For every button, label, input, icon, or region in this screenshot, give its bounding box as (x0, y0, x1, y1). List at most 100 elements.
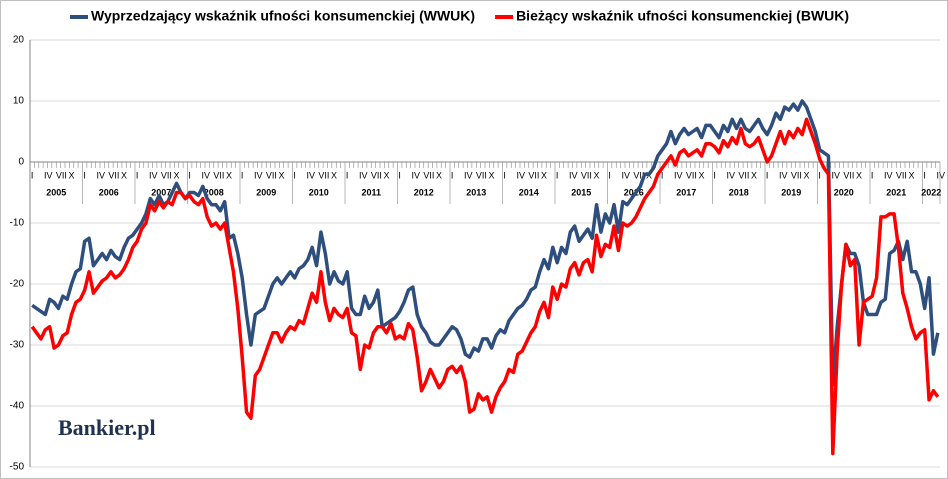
x-tick-label: X (856, 170, 862, 180)
year-label: 2005 (46, 187, 66, 197)
x-tick-label: X (121, 170, 127, 180)
x-tick-label: X (594, 170, 600, 180)
x-tick-label: VII (266, 170, 277, 180)
x-tick-label: IV (884, 170, 893, 180)
y-tick-label: -10 (10, 218, 25, 229)
x-tick-label: VII (633, 170, 644, 180)
x-tick-label: X (489, 170, 495, 180)
x-tick-label: IV (674, 170, 683, 180)
x-tick-label: IV (202, 170, 211, 180)
x-tick-label: I (608, 170, 611, 180)
x-tick-label: X (751, 170, 757, 180)
year-label: 2014 (519, 187, 539, 197)
x-tick-label: IV (44, 170, 53, 180)
year-label: 2007 (151, 187, 171, 197)
x-tick-label: I (346, 170, 349, 180)
x-tick-label: I (31, 170, 34, 180)
x-tick-label: VII (528, 170, 539, 180)
x-tick-label: VII (318, 170, 329, 180)
x-tick-label: VII (791, 170, 802, 180)
x-tick-label: I (713, 170, 716, 180)
year-label: 2009 (256, 187, 276, 197)
x-tick-label: IV (464, 170, 473, 180)
x-tick-label: I (451, 170, 454, 180)
watermark: Bankier.pl (58, 415, 156, 440)
x-tick-label: IV (149, 170, 158, 180)
x-tick-label: IV (569, 170, 578, 180)
year-label: 2018 (729, 187, 749, 197)
x-tick-label: VII (213, 170, 224, 180)
x-tick-label: VII (476, 170, 487, 180)
year-label: 2011 (361, 187, 381, 197)
year-label: 2021 (886, 187, 906, 197)
x-tick-label: X (699, 170, 705, 180)
x-tick-label: I (661, 170, 664, 180)
x-tick-label: X (279, 170, 285, 180)
year-label: 2019 (781, 187, 801, 197)
x-tick-label: X (69, 170, 75, 180)
year-label: 2006 (99, 187, 119, 197)
x-tick-label: VII (161, 170, 172, 180)
x-tick-label: IV (622, 170, 631, 180)
x-tick-label: VII (371, 170, 382, 180)
x-tick-label: VII (686, 170, 697, 180)
x-tick-label: I (241, 170, 244, 180)
x-tick-label: X (384, 170, 390, 180)
year-label: 2010 (309, 187, 329, 197)
x-tick-label: I (293, 170, 296, 180)
x-tick-label: VII (423, 170, 434, 180)
x-tick-label: VII (56, 170, 67, 180)
year-label: 2012 (414, 187, 434, 197)
y-tick-label: -20 (10, 279, 25, 290)
x-tick-label: I (398, 170, 401, 180)
series-line (30, 117, 940, 456)
y-tick-label: 10 (13, 96, 25, 107)
x-tick-label: IV (779, 170, 788, 180)
year-label: 2015 (571, 187, 591, 197)
x-tick-label: IV (97, 170, 106, 180)
x-tick-label: I (818, 170, 821, 180)
x-tick-label: VII (843, 170, 854, 180)
x-tick-label: IV (832, 170, 841, 180)
x-tick-label: X (541, 170, 547, 180)
x-tick-label: IV (517, 170, 526, 180)
legend-label: Bieżący wskaźnik ufności konsumenckiej (… (516, 8, 849, 24)
year-label: 2008 (204, 187, 224, 197)
x-tick-label: I (871, 170, 874, 180)
year-label: 2022 (921, 187, 941, 197)
y-tick-label: -50 (10, 462, 25, 473)
x-tick-label: I (136, 170, 139, 180)
x-tick-label: I (188, 170, 191, 180)
x-tick-label: IV (359, 170, 368, 180)
x-tick-label: X (331, 170, 337, 180)
y-tick-label: -30 (10, 340, 25, 351)
x-tick-label: VII (581, 170, 592, 180)
x-tick-label: I (923, 170, 926, 180)
x-tick-label: VII (108, 170, 119, 180)
x-tick-label: IV (937, 170, 946, 180)
y-tick-label: 20 (13, 35, 25, 46)
x-tick-label: X (804, 170, 810, 180)
legend-label: Wyprzedzający wskaźnik ufności konsumenc… (91, 8, 475, 24)
x-tick-label: I (556, 170, 559, 180)
year-label: 2020 (834, 187, 854, 197)
x-tick-label: I (83, 170, 86, 180)
year-label: 2017 (676, 187, 696, 197)
y-tick-label: -40 (10, 401, 25, 412)
x-tick-label: X (436, 170, 442, 180)
year-label: 2016 (624, 187, 644, 197)
x-tick-label: IV (412, 170, 421, 180)
x-tick-label: X (226, 170, 232, 180)
x-tick-label: X (909, 170, 915, 180)
x-tick-label: IV (307, 170, 316, 180)
x-tick-label: VII (896, 170, 907, 180)
x-tick-label: VII (738, 170, 749, 180)
year-label: 2013 (466, 187, 486, 197)
x-tick-label: IV (727, 170, 736, 180)
y-tick-label: 0 (18, 157, 24, 168)
x-tick-label: I (503, 170, 506, 180)
x-tick-label: I (766, 170, 769, 180)
